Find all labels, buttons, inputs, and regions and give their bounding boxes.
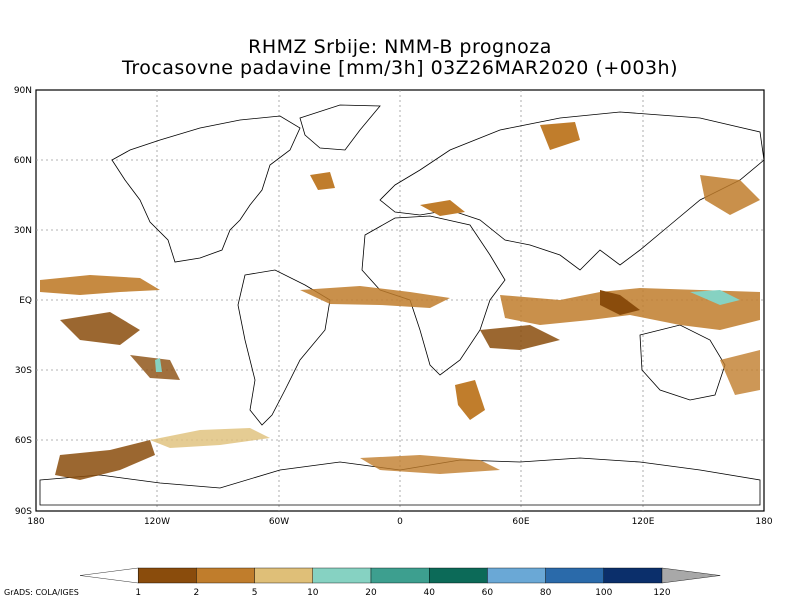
colorbar: 1 2 5 10 20 40 60 80 100 120 — [79, 567, 721, 598]
colorbar-level-label: 80 — [540, 588, 552, 598]
colorbar-level-label: 2 — [194, 588, 200, 598]
longitude-labels: 180 120W 60W 0 60E 120E 180 — [27, 517, 772, 527]
colorbar-level-label: 10 — [307, 588, 319, 598]
lat-label: 90S — [15, 507, 32, 517]
colorbar-swatch — [79, 567, 139, 584]
colorbar-swatch — [312, 567, 372, 584]
latitude-labels: 90N 60N 30N EQ 30S 60S 90S — [14, 86, 32, 517]
colorbar-level-label: 1 — [135, 588, 141, 598]
colorbar-level-label: 40 — [423, 588, 435, 598]
colorbar-swatch — [661, 567, 721, 584]
colorbar-swatch — [487, 567, 546, 584]
colorbar-level-label: 20 — [365, 588, 377, 598]
south-america-outline — [237, 269, 331, 426]
colorbar-level-label: 100 — [595, 588, 612, 598]
greenland-outline — [299, 104, 381, 151]
eurasia-outline — [379, 111, 765, 271]
colorbar-level-label: 120 — [653, 588, 670, 598]
lat-label: 90N — [14, 86, 32, 96]
map-title-line-2: Trocasovne padavine [mm/3h] 03Z26MAR2020… — [122, 57, 678, 79]
lon-label: 180 — [27, 517, 44, 527]
colorbar-swatch — [429, 567, 488, 584]
lon-label: 120E — [632, 517, 655, 527]
coastlines — [39, 104, 765, 506]
colorbar-swatch — [254, 567, 314, 584]
colorbar-swatch — [137, 567, 197, 584]
lon-label: 60E — [512, 517, 529, 527]
colorbar-level-label: 5 — [252, 588, 258, 598]
grads-credit: GrADS: COLA/IGES — [4, 588, 79, 597]
australia-outline — [639, 324, 726, 401]
lat-label: 60N — [14, 156, 32, 166]
map-title-line-1: RHMZ Srbije: NMM-B prognoza — [248, 36, 552, 58]
colorbar-level-label: 60 — [482, 588, 494, 598]
lat-label: EQ — [19, 296, 32, 306]
lon-label: 120W — [144, 517, 170, 527]
lon-label: 180 — [755, 517, 772, 527]
colorbar-swatch — [370, 567, 430, 584]
colorbar-swatch — [196, 567, 255, 584]
colorbar-swatch — [603, 567, 663, 584]
precipitation-field — [40, 122, 760, 480]
north-america-outline — [111, 115, 301, 263]
lat-label: 60S — [15, 436, 32, 446]
lon-label: 0 — [397, 517, 403, 527]
colorbar-swatch — [545, 567, 604, 584]
antarctica-outline — [39, 457, 761, 506]
lat-label: 30S — [15, 366, 32, 376]
lon-label: 60W — [269, 517, 289, 527]
lat-label: 30N — [14, 226, 32, 236]
